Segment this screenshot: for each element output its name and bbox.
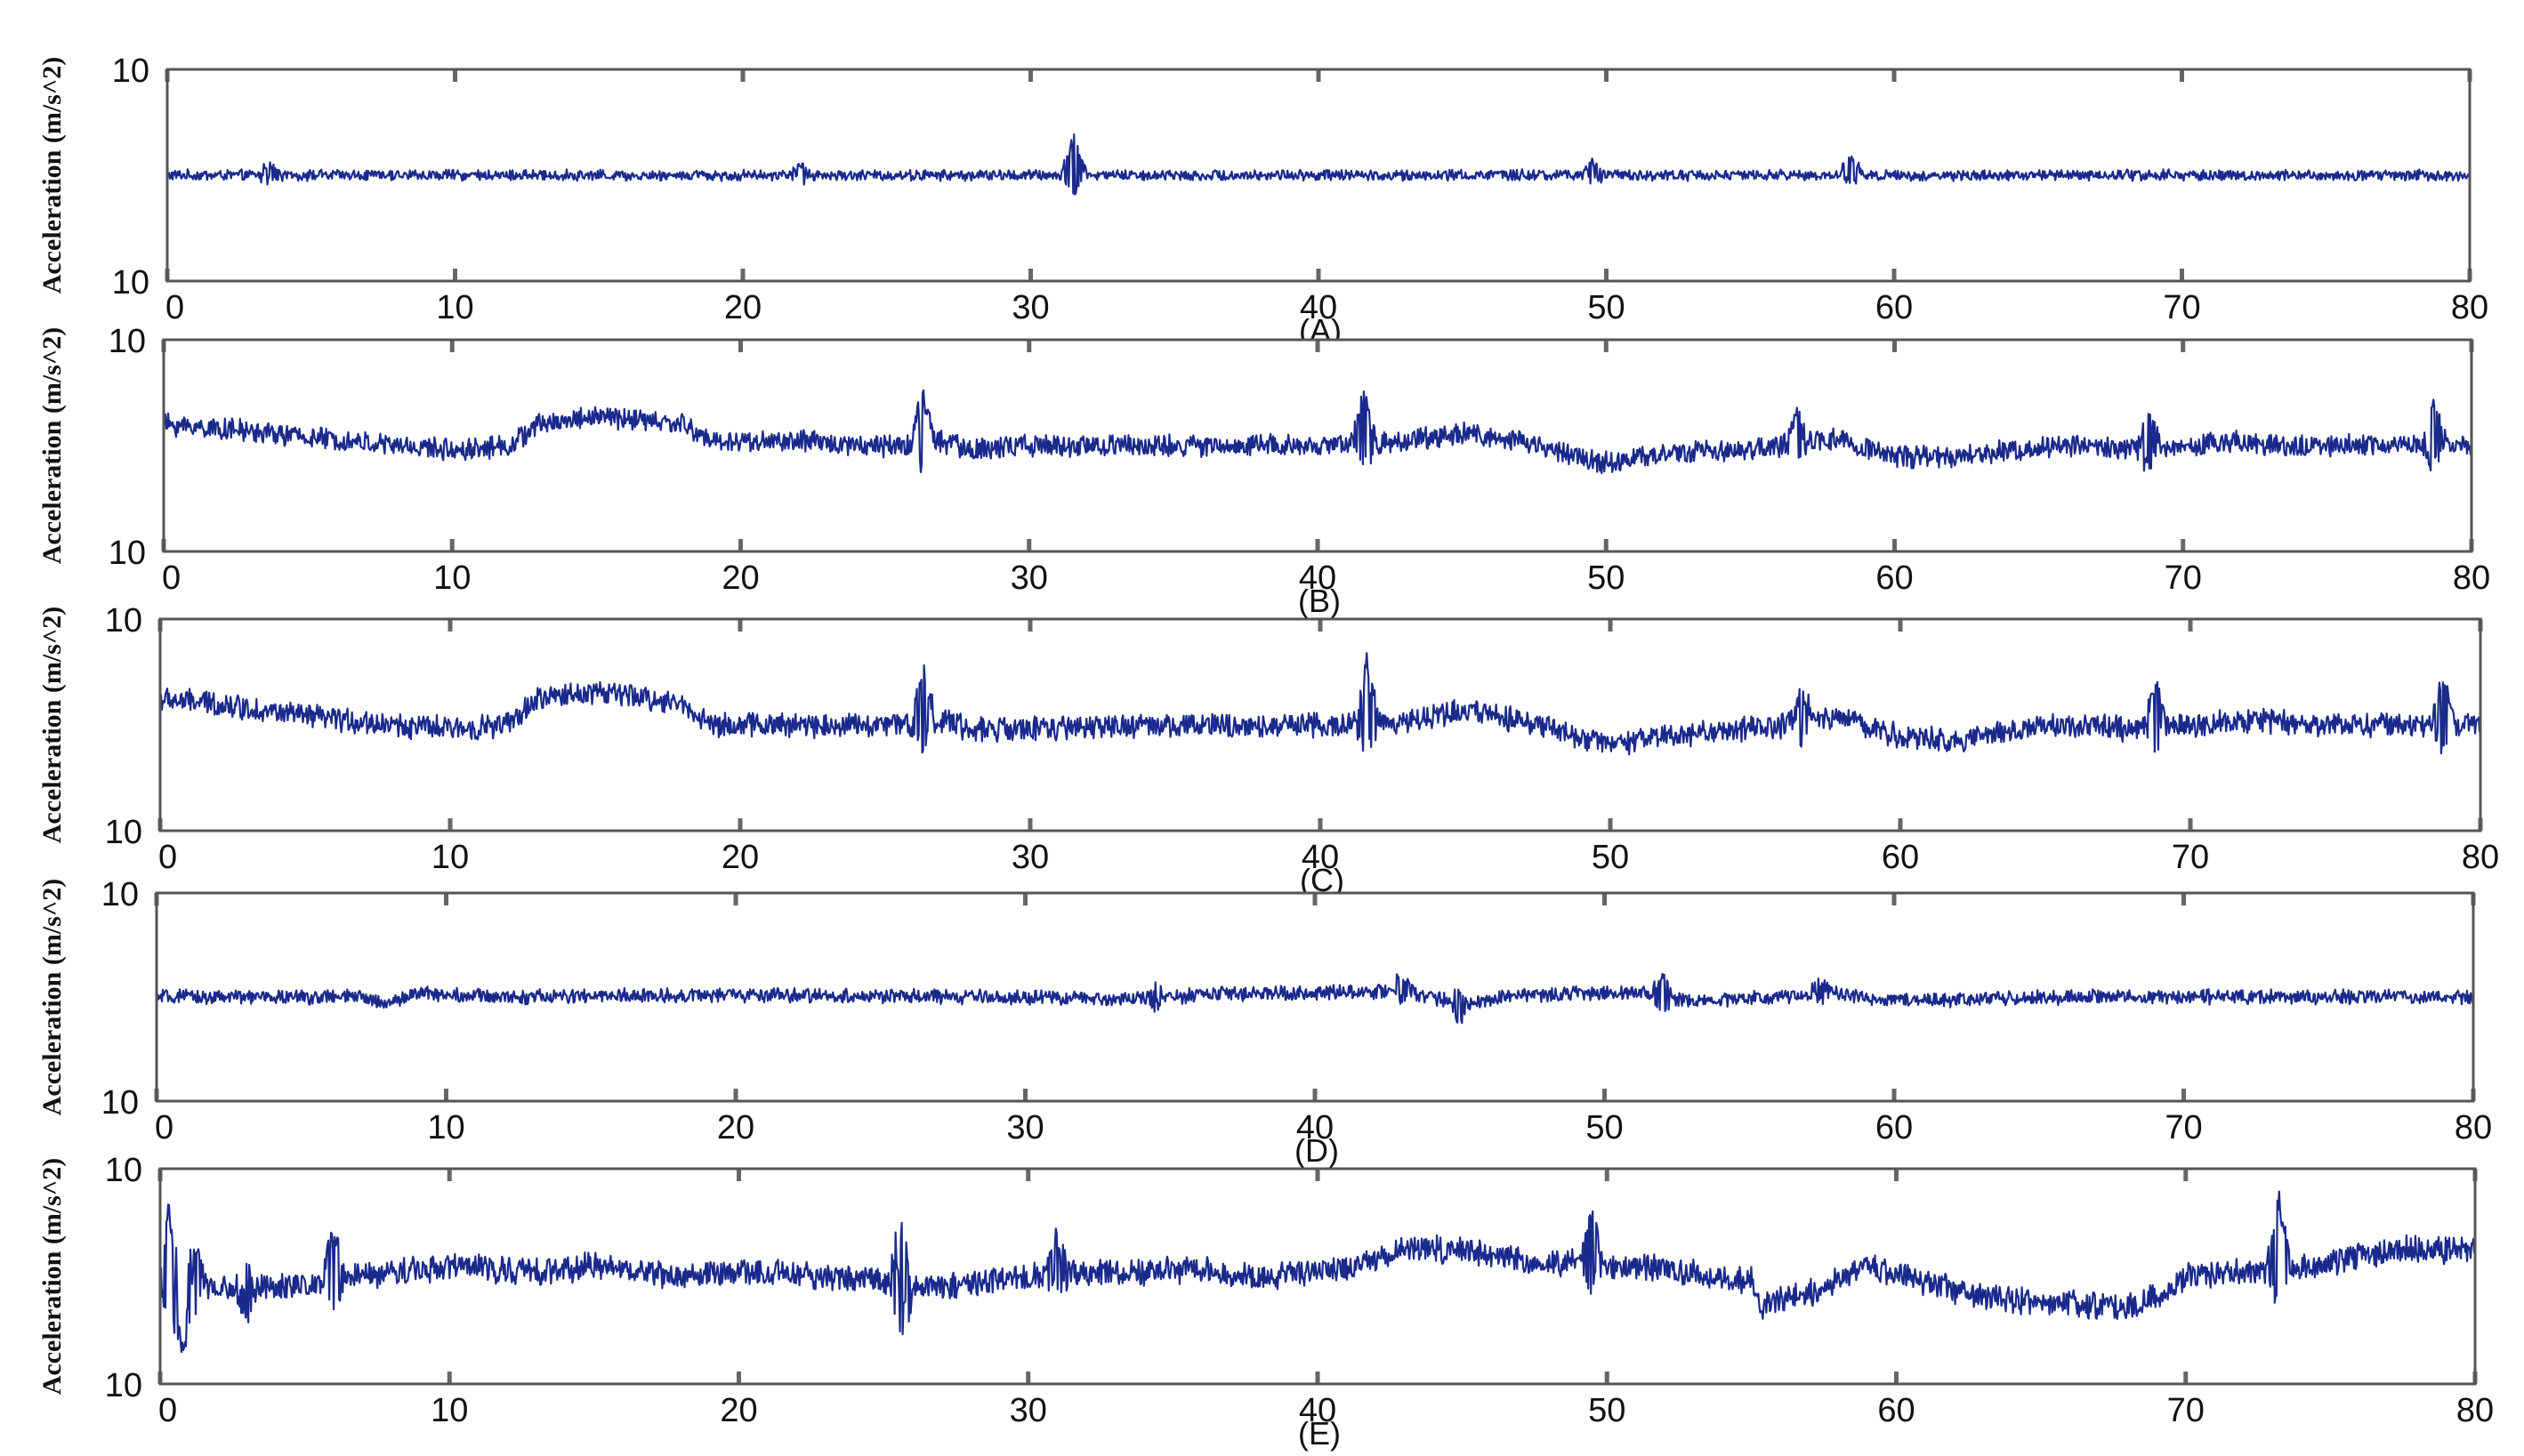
x-tick-label: 30 bbox=[1010, 1392, 1047, 1429]
x-tick-label: 20 bbox=[724, 289, 762, 326]
plot-area-border bbox=[158, 617, 2482, 833]
y-axis-label: Acceleration (m/s^2) bbox=[37, 879, 67, 1116]
y-tick-label-bottom: 10 bbox=[105, 814, 142, 851]
y-tick-label-top: 10 bbox=[101, 876, 139, 913]
x-tick-label: 0 bbox=[158, 1392, 177, 1429]
x-tick-label: 50 bbox=[1587, 559, 1625, 597]
y-tick-label-top: 10 bbox=[105, 1152, 142, 1189]
x-tick-label: 30 bbox=[1012, 839, 1049, 876]
x-tick-label: 60 bbox=[1875, 559, 1913, 597]
x-tick-label: 50 bbox=[1588, 1392, 1625, 1429]
x-tick-label: 30 bbox=[1012, 289, 1049, 326]
y-tick-label-bottom: 10 bbox=[112, 264, 149, 302]
panel-caption: (E) bbox=[1298, 1415, 1341, 1452]
x-tick-label: 70 bbox=[2165, 559, 2202, 597]
y-axis-label: Acceleration (m/s^2) bbox=[37, 607, 67, 844]
x-tick-label: 10 bbox=[431, 839, 469, 876]
x-tick-label: 50 bbox=[1585, 1109, 1623, 1146]
y-tick-label-top: 10 bbox=[109, 323, 146, 360]
y-axis-label: Acceleration (m/s^2) bbox=[37, 1158, 67, 1396]
x-tick-label: 40 bbox=[1296, 1109, 1334, 1146]
x-tick-label: 0 bbox=[162, 559, 181, 597]
plot-area-border bbox=[165, 68, 2472, 283]
plot-area-border bbox=[158, 1167, 2477, 1386]
x-tick-label: 50 bbox=[1587, 289, 1625, 326]
x-tick-label: 60 bbox=[1875, 1109, 1913, 1146]
acceleration-series-line bbox=[158, 1190, 2477, 1354]
x-tick-label: 10 bbox=[433, 559, 471, 597]
panel-caption: (B) bbox=[1298, 583, 1341, 619]
x-tick-label: 60 bbox=[1877, 1392, 1915, 1429]
x-tick-label: 40 bbox=[1299, 559, 1336, 597]
x-tick-label: 60 bbox=[1875, 289, 1913, 326]
x-tick-label: 30 bbox=[1011, 559, 1048, 597]
x-tick-label: 80 bbox=[2451, 289, 2488, 326]
acceleration-series-line bbox=[162, 389, 2473, 475]
y-tick-label-top: 10 bbox=[112, 52, 149, 90]
x-tick-label: 80 bbox=[2453, 559, 2490, 597]
x-tick-label: 20 bbox=[722, 559, 759, 597]
x-tick-label: 10 bbox=[431, 1392, 468, 1429]
x-tick-label: 40 bbox=[1299, 1392, 1336, 1429]
panel-caption: (D) bbox=[1294, 1132, 1339, 1169]
x-tick-label: 50 bbox=[1592, 839, 1629, 876]
x-tick-label: 70 bbox=[2165, 1109, 2202, 1146]
y-tick-label-bottom: 10 bbox=[109, 535, 146, 572]
x-tick-label: 0 bbox=[165, 289, 184, 326]
x-tick-label: 70 bbox=[2163, 289, 2200, 326]
chart-panel-d: 0 10 20 30 40 50 60 70 80 10 10 Acceleration (m/s^2… bbox=[37, 876, 2492, 1169]
acceleration-series-line bbox=[166, 133, 2471, 196]
x-tick-label: 80 bbox=[2456, 1392, 2494, 1429]
x-tick-label: 0 bbox=[155, 1109, 173, 1146]
x-tick-label: 80 bbox=[2455, 1109, 2492, 1146]
x-tick-label: 40 bbox=[1300, 289, 1337, 326]
y-tick-label-bottom: 10 bbox=[105, 1367, 142, 1404]
plot-area-border bbox=[162, 338, 2473, 553]
chart-panel-e: 0 10 20 30 40 50 60 70 80 10 10 Acceleration (m/s^2… bbox=[37, 1152, 2494, 1452]
chart-panel-a: 0 10 20 30 40 50 60 70 80 10 10 Acceleration (m/s^2… bbox=[37, 52, 2488, 349]
x-tick-label: 0 bbox=[158, 839, 177, 876]
x-tick-label: 80 bbox=[2462, 839, 2499, 876]
acceleration-series-line bbox=[156, 972, 2475, 1025]
y-axis-label: Acceleration (m/s^2) bbox=[37, 57, 67, 294]
chart-panel-c: 0 10 20 30 40 50 60 70 80 10 10 Acceleration (m/s^2… bbox=[37, 602, 2499, 898]
x-tick-label: 20 bbox=[717, 1109, 754, 1146]
x-tick-label: 30 bbox=[1006, 1109, 1044, 1146]
y-tick-label-bottom: 10 bbox=[101, 1084, 139, 1122]
plot-area-border bbox=[155, 891, 2475, 1103]
y-axis-label: Acceleration (m/s^2) bbox=[37, 327, 67, 565]
x-tick-label: 10 bbox=[436, 289, 473, 326]
x-tick-label: 60 bbox=[1882, 839, 1919, 876]
y-tick-label-top: 10 bbox=[105, 602, 142, 640]
x-tick-label: 10 bbox=[427, 1109, 464, 1146]
x-tick-label: 70 bbox=[2167, 1392, 2205, 1429]
acceleration-series-line bbox=[158, 652, 2482, 756]
x-tick-label: 40 bbox=[1302, 839, 1339, 876]
x-tick-label: 20 bbox=[722, 839, 759, 876]
x-tick-label: 70 bbox=[2172, 839, 2209, 876]
x-tick-label: 20 bbox=[720, 1392, 757, 1429]
chart-panel-b: 0 10 20 30 40 50 60 70 80 10 10 Acceleration (m/s^2… bbox=[37, 323, 2490, 619]
